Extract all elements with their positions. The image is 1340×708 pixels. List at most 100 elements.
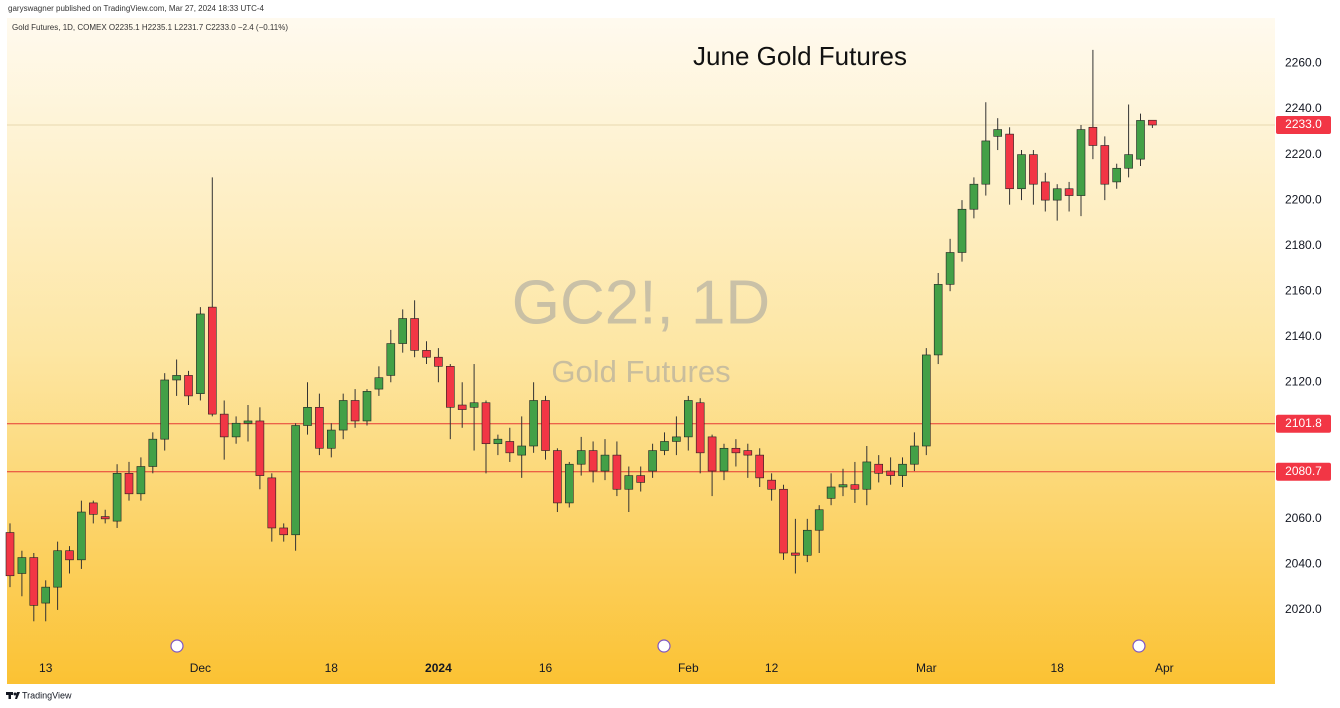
candle-body bbox=[683, 400, 693, 438]
y-tick-label: 2180.0 bbox=[1285, 238, 1322, 252]
candle-body bbox=[65, 550, 74, 561]
chart-title: June Gold Futures bbox=[693, 41, 907, 71]
candle-body bbox=[326, 429, 336, 449]
candle-body bbox=[779, 488, 788, 554]
x-tick-label: 13 bbox=[39, 661, 53, 675]
candle-body bbox=[457, 404, 467, 410]
candle-body bbox=[660, 441, 669, 451]
candle-body bbox=[1148, 119, 1157, 126]
event-icon[interactable] bbox=[657, 639, 671, 653]
candle-body bbox=[481, 402, 491, 445]
candle-body bbox=[802, 529, 812, 556]
candle-body bbox=[386, 343, 396, 376]
candle-body bbox=[921, 354, 931, 447]
candle-body bbox=[17, 557, 27, 574]
candle-body bbox=[993, 129, 1003, 137]
candle-body bbox=[886, 470, 895, 476]
candle-body bbox=[1100, 145, 1110, 185]
candle-body bbox=[838, 484, 848, 488]
candle-body bbox=[184, 375, 193, 397]
y-tick-label: 2240.0 bbox=[1285, 101, 1322, 115]
candle-body bbox=[303, 406, 312, 426]
candle-body bbox=[600, 454, 610, 472]
candle-body bbox=[541, 400, 550, 451]
candle-body bbox=[719, 447, 729, 472]
candle-body bbox=[41, 586, 51, 604]
watermark-subtitle: Gold Futures bbox=[551, 354, 730, 389]
candle-body bbox=[767, 479, 776, 490]
price-label: 2101.8 bbox=[1285, 416, 1322, 430]
candle-body bbox=[517, 445, 527, 456]
watermark: GC2!, 1D bbox=[512, 268, 770, 337]
candle-body bbox=[362, 391, 372, 422]
candle-body bbox=[707, 436, 717, 472]
x-tick-label: Dec bbox=[190, 661, 211, 675]
event-icon[interactable] bbox=[170, 639, 184, 653]
candle-body bbox=[957, 208, 967, 253]
candle-body bbox=[1064, 188, 1074, 196]
x-tick-label: 18 bbox=[325, 661, 339, 675]
candle-body bbox=[1124, 154, 1133, 169]
candle-body bbox=[53, 550, 62, 588]
candle-body bbox=[29, 557, 39, 606]
candle-body bbox=[374, 377, 384, 390]
x-tick-label: 2024 bbox=[425, 661, 452, 675]
candle-body bbox=[755, 454, 765, 479]
candle-body bbox=[410, 318, 419, 351]
candle-body bbox=[826, 486, 836, 499]
candle-body bbox=[208, 306, 217, 415]
y-tick-label: 2260.0 bbox=[1285, 56, 1322, 70]
x-tick-label: 18 bbox=[1051, 661, 1065, 675]
y-tick-label: 2060.0 bbox=[1285, 511, 1322, 525]
candle-body bbox=[469, 402, 479, 408]
candle-body bbox=[100, 516, 110, 520]
candle-body bbox=[588, 450, 598, 472]
candle-body bbox=[291, 425, 300, 536]
candle-body bbox=[791, 552, 800, 556]
tv-logo bbox=[6, 692, 20, 699]
candle-body bbox=[196, 313, 205, 394]
candle-body bbox=[874, 463, 884, 474]
y-tick-label: 2220.0 bbox=[1285, 147, 1322, 161]
candle-body bbox=[231, 422, 241, 438]
candle-body bbox=[1029, 154, 1038, 185]
candle-body bbox=[695, 402, 705, 454]
candle-body bbox=[267, 477, 277, 529]
candle-body bbox=[89, 502, 98, 515]
footer-brand: TradingView bbox=[22, 690, 72, 700]
candle-body bbox=[279, 527, 289, 536]
candle-body bbox=[124, 473, 134, 495]
candle-body bbox=[112, 473, 122, 522]
candle-body bbox=[493, 438, 503, 445]
x-tick-label: Feb bbox=[678, 661, 699, 675]
y-tick-label: 2160.0 bbox=[1285, 283, 1322, 297]
candle-body bbox=[743, 450, 753, 456]
candle-body bbox=[160, 379, 169, 440]
candle-body bbox=[1052, 188, 1062, 201]
price-label: 2233.0 bbox=[1285, 117, 1322, 131]
candle-body bbox=[422, 350, 431, 358]
candle-body bbox=[636, 475, 646, 483]
y-tick-label: 2140.0 bbox=[1285, 329, 1322, 343]
x-tick-label: Mar bbox=[916, 661, 937, 675]
price-label: 2080.7 bbox=[1285, 464, 1322, 478]
candle-body bbox=[338, 400, 348, 431]
price-label-box bbox=[1276, 462, 1331, 481]
candle-body bbox=[731, 447, 741, 454]
price-label-box bbox=[1276, 116, 1331, 134]
event-icon[interactable] bbox=[1132, 639, 1146, 653]
candle-body bbox=[1112, 167, 1121, 183]
candle-body bbox=[1088, 126, 1098, 146]
candle-body bbox=[981, 140, 991, 185]
candle-body bbox=[148, 438, 158, 467]
candle-body bbox=[910, 445, 919, 465]
candle-body bbox=[862, 461, 872, 490]
candle-body bbox=[945, 252, 955, 285]
y-tick-label: 2020.0 bbox=[1285, 602, 1322, 616]
candle-body bbox=[814, 509, 824, 531]
x-tick-label: 16 bbox=[539, 661, 553, 675]
candle-body bbox=[969, 183, 979, 210]
y-tick-label: 2040.0 bbox=[1285, 557, 1322, 571]
x-tick-label: 12 bbox=[765, 661, 779, 675]
symbol-info: Gold Futures, 1D, COMEX O2235.1 H2235.1 … bbox=[12, 23, 288, 32]
